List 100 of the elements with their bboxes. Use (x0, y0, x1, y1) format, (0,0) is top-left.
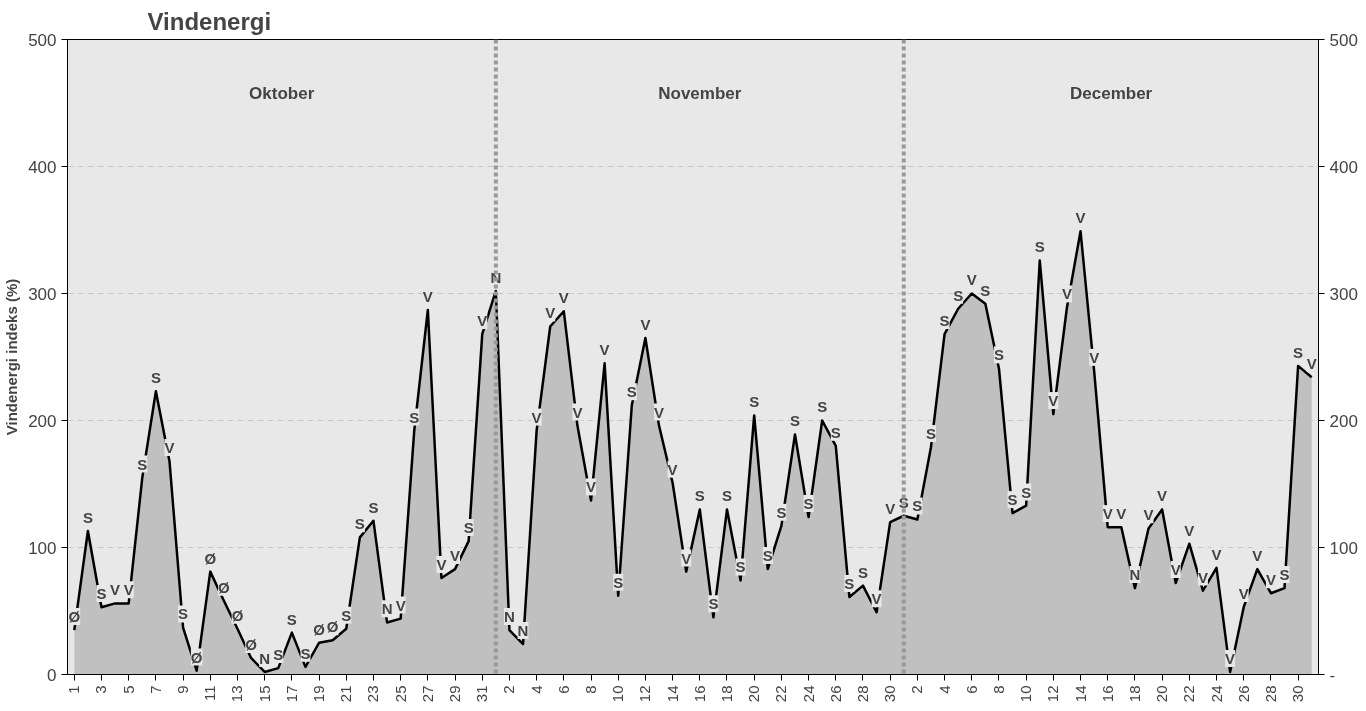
data-label: V (1211, 545, 1222, 563)
x-tick-label: 17 (282, 685, 300, 703)
x-tick-label: 20 (1153, 685, 1171, 703)
y-tick-label: 200 (28, 411, 57, 431)
x-tick-label: 8 (989, 685, 1007, 694)
data-label: N (381, 600, 393, 618)
y2-tick-label: - (1329, 665, 1336, 685)
data-label: S (1007, 491, 1018, 509)
data-label: V (1143, 506, 1154, 524)
data-label: S (150, 369, 161, 387)
x-tick-label: 11 (201, 685, 219, 702)
x-tick-label: 7 (146, 685, 164, 694)
data-label: V (1252, 547, 1263, 565)
y-tick-label: 300 (28, 284, 57, 304)
data-label: S (463, 519, 474, 537)
data-label: V (640, 315, 651, 333)
data-label: V (450, 547, 461, 565)
x-tick-label: 12 (1044, 685, 1062, 703)
data-label: V (1048, 392, 1059, 410)
y-tick-label: 0 (47, 665, 57, 685)
x-tick-label: 2 (908, 685, 926, 694)
data-label: S (925, 425, 936, 443)
data-label: Ø (245, 635, 258, 653)
data-label: Ø (326, 618, 339, 636)
x-tick-label: 27 (418, 685, 436, 703)
data-label: S (735, 558, 746, 576)
x-tick-label: 13 (228, 685, 246, 703)
y-tick-label: 100 (28, 538, 57, 558)
data-label: V (871, 590, 882, 608)
data-label: S (708, 595, 719, 613)
data-label: N (259, 649, 271, 667)
data-label: S (762, 547, 773, 565)
data-label: S (1279, 566, 1290, 584)
data-label: V (1225, 649, 1236, 667)
data-label: S (1034, 238, 1045, 256)
data-label: V (966, 271, 977, 289)
x-tick-label: 3 (92, 685, 110, 694)
data-label: S (789, 412, 800, 430)
x-tick-label: 2 (500, 685, 518, 694)
data-label: V (667, 460, 678, 478)
data-label: N (504, 607, 515, 625)
data-label: S (178, 605, 189, 623)
data-label: S (273, 646, 284, 664)
x-tick-label: 8 (582, 685, 600, 694)
data-label: V (1102, 505, 1113, 523)
data-label: V (395, 596, 406, 614)
y-tick-label: 400 (28, 157, 57, 177)
data-label: S (137, 455, 148, 473)
x-tick-label: 24 (1207, 685, 1225, 703)
y2-tick-label: 500 (1329, 30, 1358, 50)
data-label: Ø (204, 549, 217, 567)
data-label: V (1238, 585, 1249, 603)
data-label: S (626, 383, 637, 401)
data-label: V (599, 341, 610, 359)
data-label: V (164, 439, 175, 457)
data-label: V (545, 304, 556, 322)
data-label: N (1129, 566, 1141, 584)
chart-title: Vindenergi (147, 7, 272, 35)
data-label: S (82, 508, 93, 526)
data-label: S (1021, 483, 1032, 501)
data-label: S (857, 563, 868, 581)
data-label: N (517, 621, 529, 639)
x-tick-label: 5 (119, 685, 137, 694)
x-tick-label: 10 (609, 685, 627, 703)
data-label: V (1157, 487, 1168, 505)
x-tick-label: 1 (65, 685, 83, 694)
x-tick-label: 14 (663, 685, 681, 703)
x-tick-label: 22 (1180, 685, 1198, 703)
x-tick-label: 31 (473, 685, 491, 703)
x-tick-label: 6 (554, 685, 572, 694)
data-label: V (1089, 348, 1100, 366)
x-tick-label: 16 (690, 685, 708, 703)
x-tick-label: 26 (826, 685, 844, 703)
data-label: S (613, 573, 624, 591)
y-tick-label: 500 (28, 30, 57, 50)
x-tick-label: 22 (772, 685, 790, 703)
data-label: S (830, 423, 841, 441)
x-tick-label: 21 (337, 685, 355, 703)
x-tick-label: 9 (174, 685, 192, 694)
x-tick-label: 30 (881, 685, 899, 703)
data-label: V (1061, 285, 1072, 303)
data-label: S (300, 644, 311, 662)
x-tick-label: 20 (745, 685, 763, 703)
data-label: S (694, 487, 705, 505)
data-label: Ø (218, 578, 231, 596)
y2-tick-label: 400 (1329, 157, 1358, 177)
data-label: V (1170, 560, 1181, 578)
data-label: Ø (68, 607, 81, 625)
data-label: S (368, 498, 379, 516)
data-label: S (980, 281, 991, 299)
x-tick-label: 4 (935, 685, 953, 694)
data-label: S (721, 487, 733, 505)
data-label: V (531, 408, 542, 426)
data-label: V (572, 403, 583, 421)
x-tick-label: 18 (1125, 685, 1143, 703)
data-label: V (654, 403, 665, 421)
y2-tick-label: 300 (1329, 284, 1358, 304)
data-label: S (354, 515, 365, 533)
data-label: V (436, 555, 447, 573)
data-label: Ø (313, 620, 326, 638)
